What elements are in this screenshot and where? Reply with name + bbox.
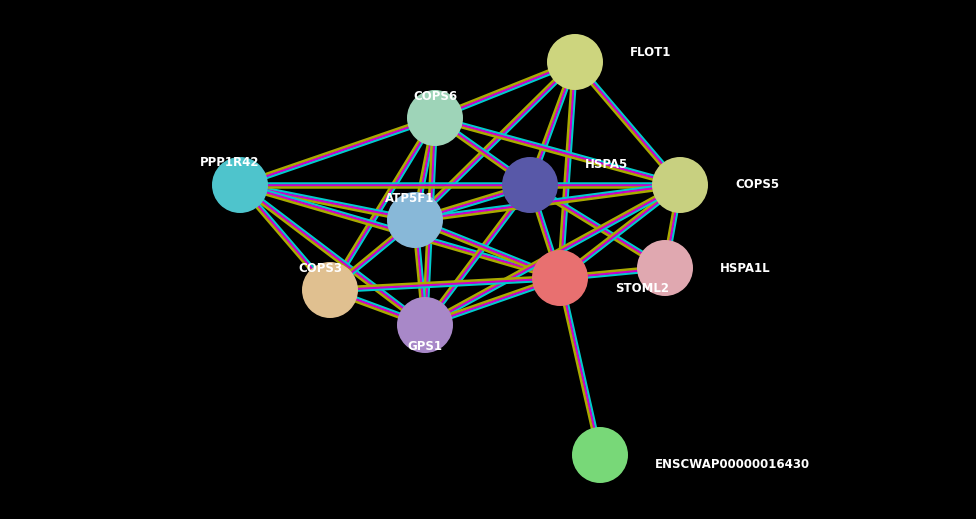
Text: ATP5F1: ATP5F1 (386, 192, 434, 204)
Circle shape (502, 157, 558, 213)
Circle shape (397, 297, 453, 353)
Text: GPS1: GPS1 (408, 340, 442, 353)
Circle shape (532, 250, 588, 306)
Circle shape (547, 34, 603, 90)
Text: COPS5: COPS5 (735, 179, 779, 192)
Circle shape (302, 262, 358, 318)
Text: COPS3: COPS3 (298, 262, 342, 275)
Circle shape (652, 157, 708, 213)
Text: ENSCWAP00000016430: ENSCWAP00000016430 (655, 458, 810, 471)
Text: HSPA5: HSPA5 (585, 158, 629, 171)
Text: PPP1R42: PPP1R42 (200, 157, 260, 170)
Circle shape (572, 427, 628, 483)
Circle shape (637, 240, 693, 296)
Text: FLOT1: FLOT1 (630, 46, 671, 59)
Text: COPS6: COPS6 (413, 89, 457, 102)
Circle shape (407, 90, 463, 146)
Text: HSPA1L: HSPA1L (720, 262, 771, 275)
Circle shape (212, 157, 268, 213)
Text: STOML2: STOML2 (615, 281, 669, 294)
Circle shape (387, 192, 443, 248)
